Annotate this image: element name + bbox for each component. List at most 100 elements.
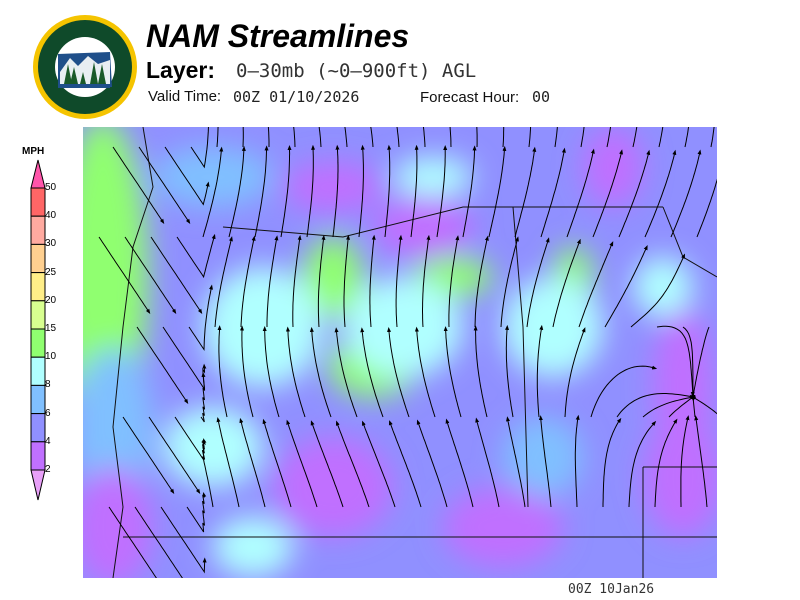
streamline <box>242 127 244 148</box>
streamline <box>630 253 686 328</box>
streamline <box>436 145 448 238</box>
streamline <box>285 326 306 418</box>
streamline <box>216 417 240 508</box>
streamline <box>502 127 505 148</box>
streamline <box>136 326 189 405</box>
streamline <box>124 236 177 315</box>
streamline <box>286 419 318 508</box>
streamline <box>160 506 207 574</box>
legend-units: MPH <box>22 146 45 157</box>
streamline <box>689 394 717 415</box>
streamline <box>449 127 452 148</box>
streamline <box>266 235 279 327</box>
streamline <box>190 127 209 169</box>
streamline <box>98 236 151 315</box>
streamline <box>691 326 710 400</box>
streamline <box>396 127 400 148</box>
streamline <box>200 363 207 423</box>
streamline <box>422 127 426 148</box>
streamline <box>309 326 332 418</box>
streamline <box>267 127 270 147</box>
streamline <box>500 236 519 328</box>
legend-swatch-20_25 <box>30 272 46 302</box>
streamline <box>202 438 214 508</box>
streamline <box>564 327 586 418</box>
streamline <box>580 127 585 148</box>
streamline <box>644 149 677 238</box>
streamline <box>138 146 191 225</box>
valid-time-value: 00Z 01/10/2026 <box>233 88 360 106</box>
streamline <box>335 420 370 508</box>
streamline <box>552 238 581 328</box>
layer-label: Layer: <box>146 57 216 83</box>
legend-swatch-30_40 <box>30 215 46 245</box>
legend-swatch-40_50 <box>30 187 46 217</box>
streamline <box>462 145 477 238</box>
legend-tick-label: 4 <box>45 435 51 447</box>
wind-speed-fill <box>83 127 717 578</box>
streamline <box>108 506 157 578</box>
legend-swatch-2_4 <box>30 441 46 471</box>
streamlines <box>98 127 717 578</box>
streamline <box>628 420 657 508</box>
valid-time-label: Valid Time: <box>148 88 222 105</box>
streamline <box>680 415 690 507</box>
streamline <box>202 146 224 238</box>
streamline <box>416 419 448 508</box>
model-run-stamp: 00Z 10Jan26 <box>568 582 655 597</box>
legend-swatch-15_20 <box>30 300 46 330</box>
speed-region <box>343 277 463 377</box>
legend-swatch-25_30 <box>30 243 46 274</box>
streamline <box>566 148 595 238</box>
legend-tick-label: 20 <box>45 294 57 306</box>
streamline <box>228 145 246 238</box>
streamline <box>574 414 580 508</box>
legend-tick-label: 15 <box>45 323 57 334</box>
streamline <box>473 325 488 418</box>
page-title: NAM Streamlines <box>146 18 410 54</box>
streamline <box>360 327 384 418</box>
legend-tick-label: 2 <box>45 464 51 475</box>
streamline <box>658 127 664 148</box>
legend-tick-label: 8 <box>45 379 51 391</box>
streamline <box>388 420 422 508</box>
speed-region <box>163 407 263 487</box>
speed-region <box>633 257 693 317</box>
speed-region <box>373 197 473 257</box>
streamline <box>670 149 702 238</box>
streamline <box>488 145 507 238</box>
streamline <box>254 145 269 238</box>
streamline <box>334 327 358 418</box>
streamline <box>370 127 374 148</box>
oregon-department-of-forestry-logo <box>33 15 137 119</box>
streamline <box>536 324 544 418</box>
streamline <box>216 127 219 148</box>
streamline <box>318 127 322 148</box>
legend-tick-label: 50 <box>45 182 57 193</box>
streamline <box>186 491 207 533</box>
legend-arrow-above-50 <box>30 159 46 189</box>
streamline <box>343 234 351 328</box>
speed-region <box>83 467 153 578</box>
streamline <box>395 234 403 328</box>
streamline <box>239 417 266 508</box>
streamline <box>362 420 396 508</box>
streamline <box>262 418 292 508</box>
streamline <box>217 325 228 418</box>
streamline-map <box>83 127 717 578</box>
speed-region <box>83 347 153 507</box>
streamline <box>122 416 175 495</box>
streamline <box>554 127 558 148</box>
streamline <box>448 235 460 328</box>
streamline <box>654 418 678 508</box>
streamline <box>602 417 622 507</box>
speed-region <box>393 157 473 197</box>
streamline <box>684 127 690 148</box>
streamline <box>578 241 614 328</box>
streamline <box>632 127 638 148</box>
streamline <box>616 393 696 418</box>
speed-region <box>213 517 293 577</box>
legend-swatch-6_8 <box>30 384 46 415</box>
speed-region <box>643 417 717 537</box>
streamline <box>606 127 612 148</box>
